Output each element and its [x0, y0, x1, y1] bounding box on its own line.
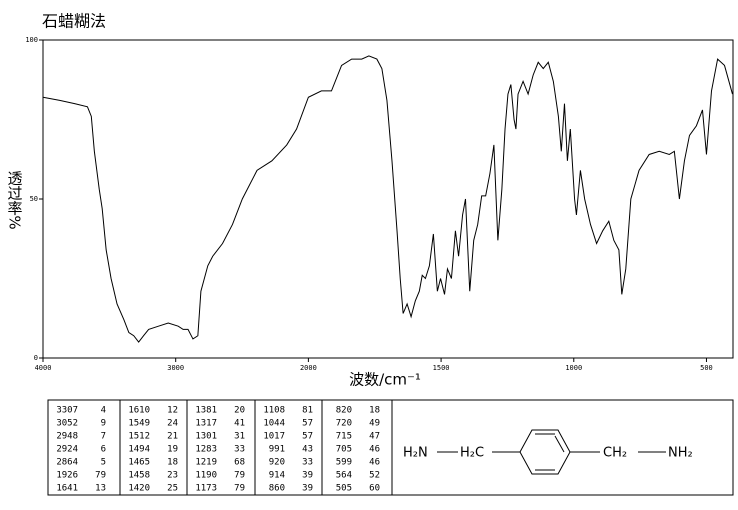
- peak-transmittance: 23: [167, 471, 178, 481]
- peak-transmittance: 4: [101, 406, 106, 416]
- peak-wavenumber: 1381: [195, 406, 217, 416]
- y-tick-label: 100: [25, 36, 38, 44]
- right-amine: NH₂: [668, 446, 693, 461]
- peak-transmittance: 52: [369, 471, 380, 481]
- peak-transmittance: 24: [167, 419, 178, 429]
- peak-wavenumber: 1465: [128, 458, 150, 468]
- peak-transmittance: 39: [302, 471, 313, 481]
- table-frame: [47, 399, 734, 496]
- peak-wavenumber: 991: [269, 445, 285, 455]
- right-methylene: CH₂: [603, 446, 627, 461]
- peak-transmittance: 13: [95, 484, 106, 494]
- peak-wavenumber: 820: [336, 406, 352, 416]
- x-axis-label: 波数/cm⁻¹: [349, 371, 421, 389]
- peak-transmittance: 57: [302, 419, 313, 429]
- left-amine: H₂N: [403, 446, 428, 461]
- peak-wavenumber: 599: [336, 458, 352, 468]
- peak-transmittance: 25: [167, 484, 178, 494]
- x-tick-label: 1500: [433, 364, 450, 372]
- peak-wavenumber: 3307: [56, 406, 78, 416]
- peak-wavenumber: 1420: [128, 484, 150, 494]
- peak-wavenumber: 2864: [56, 458, 78, 468]
- peak-transmittance: 46: [369, 445, 380, 455]
- peak-transmittance: 47: [369, 432, 380, 442]
- peak-transmittance: 19: [167, 445, 178, 455]
- peak-transmittance: 18: [369, 406, 380, 416]
- peak-transmittance: 18: [167, 458, 178, 468]
- x-tick-label: 3000: [167, 364, 184, 372]
- peak-wavenumber: 3052: [56, 419, 78, 429]
- y-axis-label: 透过率%: [6, 170, 24, 229]
- peak-transmittance: 39: [302, 484, 313, 494]
- peak-transmittance: 79: [234, 471, 245, 481]
- peak-transmittance: 7: [101, 432, 106, 442]
- y-tick-label: 0: [34, 354, 38, 362]
- benzene-ring: [437, 429, 666, 475]
- peak-transmittance: 33: [234, 445, 245, 455]
- peak-wavenumber: 720: [336, 419, 352, 429]
- peak-wavenumber: 1317: [195, 419, 217, 429]
- peak-wavenumber: 1458: [128, 471, 150, 481]
- peak-transmittance: 79: [95, 471, 106, 481]
- peak-wavenumber: 564: [336, 471, 352, 481]
- peak-wavenumber: 1926: [56, 471, 78, 481]
- peak-wavenumber: 1108: [263, 406, 285, 416]
- peak-wavenumber: 860: [269, 484, 285, 494]
- peak-transmittance: 5: [101, 458, 106, 468]
- peak-wavenumber: 505: [336, 484, 352, 494]
- peak-transmittance: 68: [234, 458, 245, 468]
- chart-title: 石蜡糊法: [42, 12, 106, 31]
- x-tick-label: 4000: [35, 364, 52, 372]
- peak-wavenumber: 715: [336, 432, 352, 442]
- peak-transmittance: 33: [302, 458, 313, 468]
- peak-wavenumber: 1173: [195, 484, 217, 494]
- left-methylene: H₂C: [460, 446, 484, 461]
- peak-wavenumber: 705: [336, 445, 352, 455]
- peak-transmittance: 81: [302, 406, 313, 416]
- peak-transmittance: 79: [234, 484, 245, 494]
- peak-transmittance: 49: [369, 419, 380, 429]
- peak-transmittance: 43: [302, 445, 313, 455]
- peak-wavenumber: 1283: [195, 445, 217, 455]
- peak-wavenumber: 2924: [56, 445, 78, 455]
- peak-transmittance: 12: [167, 406, 178, 416]
- x-tick-label: 500: [700, 364, 713, 372]
- peak-wavenumber: 1017: [263, 432, 285, 442]
- peak-transmittance: 57: [302, 432, 313, 442]
- peak-wavenumber: 1641: [56, 484, 78, 494]
- peak-transmittance: 60: [369, 484, 380, 494]
- y-tick-label: 50: [30, 195, 38, 203]
- peak-transmittance: 41: [234, 419, 245, 429]
- peak-wavenumber: 2948: [56, 432, 78, 442]
- peak-wavenumber: 1512: [128, 432, 150, 442]
- peak-wavenumber: 1190: [195, 471, 217, 481]
- peak-transmittance: 6: [101, 445, 106, 455]
- peak-transmittance: 21: [167, 432, 178, 442]
- peak-wavenumber: 1219: [195, 458, 217, 468]
- peak-transmittance: 46: [369, 458, 380, 468]
- peak-wavenumber: 920: [269, 458, 285, 468]
- plot-frame: [42, 39, 734, 359]
- peak-transmittance: 9: [101, 419, 106, 429]
- peak-transmittance: 20: [234, 406, 245, 416]
- peak-wavenumber: 1044: [263, 419, 285, 429]
- peak-wavenumber: 1494: [128, 445, 150, 455]
- spectrum-line: [42, 55, 733, 343]
- x-tick-label: 1000: [565, 364, 582, 372]
- peak-wavenumber: 1301: [195, 432, 217, 442]
- peak-wavenumber: 914: [269, 471, 285, 481]
- peak-wavenumber: 1610: [128, 406, 150, 416]
- peak-wavenumber: 1549: [128, 419, 150, 429]
- peak-transmittance: 31: [234, 432, 245, 442]
- x-tick-label: 2000: [300, 364, 317, 372]
